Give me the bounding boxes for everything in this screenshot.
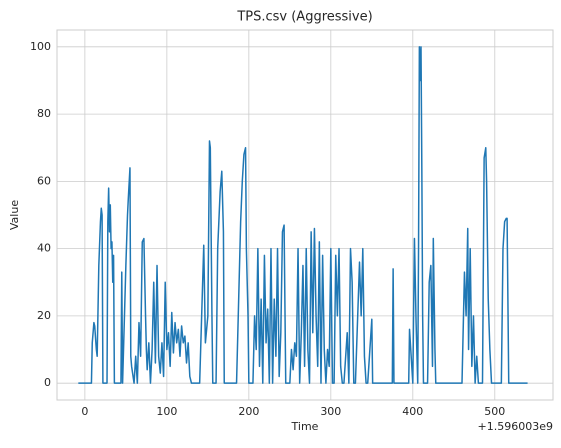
data-line (78, 46, 528, 384)
x-tick-label: 200 (238, 405, 259, 418)
y-tick-label: 80 (37, 107, 51, 120)
y-tick-label: 60 (37, 174, 51, 187)
y-tick-label: 20 (37, 309, 51, 322)
chart-title: TPS.csv (Aggressive) (236, 10, 372, 25)
x-tick-label: 0 (81, 405, 88, 418)
y-tick-label: 100 (30, 40, 51, 53)
y-tick-label: 40 (37, 242, 51, 255)
x-tick-label: 400 (402, 405, 423, 418)
x-tick-label: 300 (320, 405, 341, 418)
x-axis-label: Time (291, 420, 319, 433)
y-axis-label: Value (8, 200, 21, 230)
x-tick-label: 500 (484, 405, 505, 418)
x-offset-label: +1.596003e9 (478, 420, 553, 433)
y-tick-label: 0 (44, 376, 51, 389)
x-tick-label: 100 (156, 405, 177, 418)
